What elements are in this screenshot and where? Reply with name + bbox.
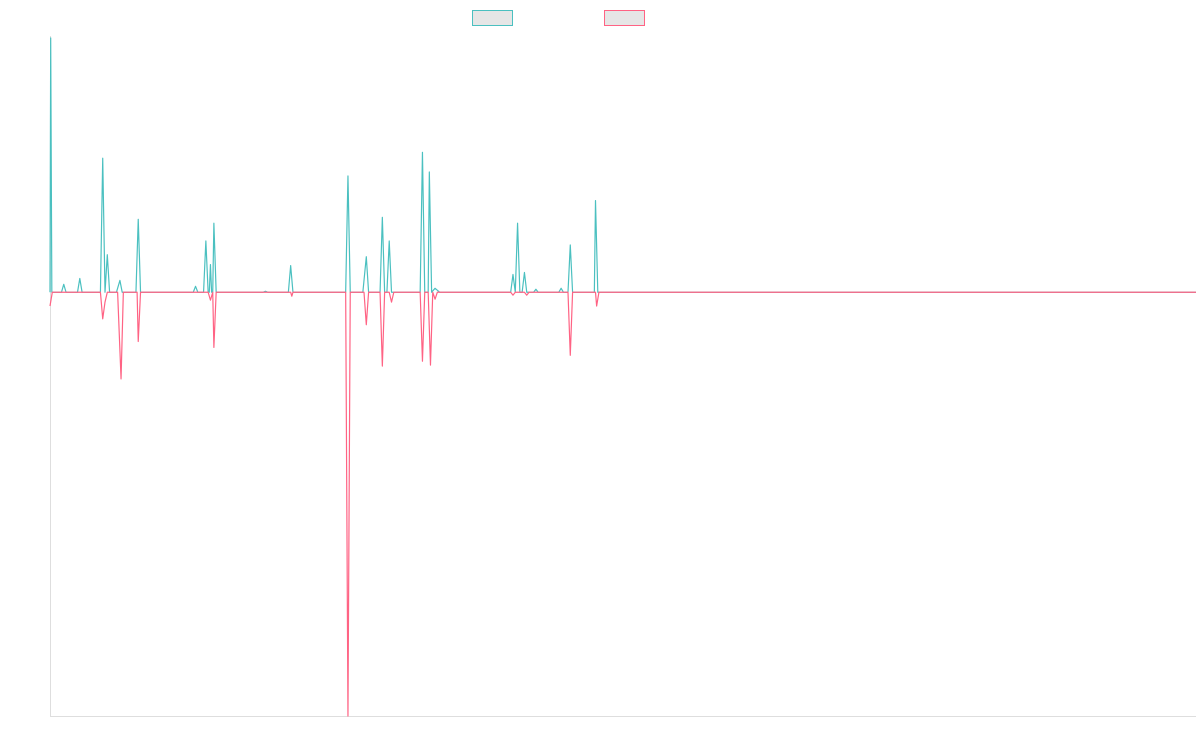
legend bbox=[472, 10, 645, 26]
series-line-1 bbox=[49, 37, 1196, 293]
series-line-2 bbox=[49, 291, 1196, 717]
plot-area bbox=[49, 37, 1196, 717]
legend-swatch-series-2[interactable] bbox=[604, 10, 645, 26]
axes bbox=[50, 36, 1196, 717]
legend-swatch-series-1[interactable] bbox=[472, 10, 513, 26]
